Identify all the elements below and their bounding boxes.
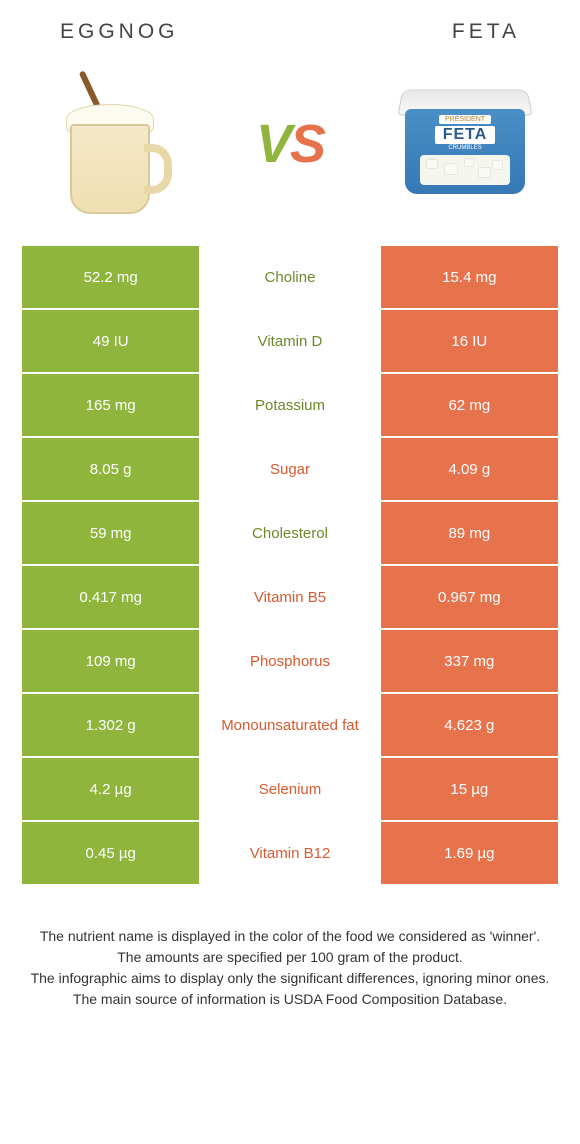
table-row: 109 mgPhosphorus337 mg (21, 629, 559, 693)
nutrient-label-cell: Sugar (200, 437, 379, 501)
table-row: 0.417 mgVitamin B50.967 mg (21, 565, 559, 629)
footer-line-2: The amounts are specified per 100 gram o… (30, 947, 550, 968)
right-food-title: FETA (452, 20, 520, 44)
vs-s-letter: S (290, 114, 324, 174)
table-row: 52.2 mgCholine15.4 mg (21, 245, 559, 309)
left-value-cell: 4.2 µg (21, 757, 200, 821)
nutrient-label-cell: Monounsaturated fat (200, 693, 379, 757)
header-row: EGGNOG FETA (0, 0, 580, 54)
footer-line-3: The infographic aims to display only the… (30, 968, 550, 989)
left-value-cell: 52.2 mg (21, 245, 200, 309)
table-row: 0.45 µgVitamin B121.69 µg (21, 821, 559, 885)
right-value-cell: 1.69 µg (380, 821, 559, 885)
nutrient-label-cell: Vitamin B5 (200, 565, 379, 629)
feta-image: PRÉSIDENT FETA CRUMBLES (380, 64, 550, 224)
right-value-cell: 15 µg (380, 757, 559, 821)
eggnog-image (30, 64, 200, 224)
feta-main-label: FETA (435, 126, 496, 144)
right-value-cell: 4.623 g (380, 693, 559, 757)
images-row: VS PRÉSIDENT FETA CRUMBLES (0, 54, 580, 244)
left-value-cell: 109 mg (21, 629, 200, 693)
nutrient-label-cell: Vitamin B12 (200, 821, 379, 885)
right-value-cell: 15.4 mg (380, 245, 559, 309)
vs-v-letter: V (256, 114, 290, 174)
left-value-cell: 0.45 µg (21, 821, 200, 885)
right-value-cell: 89 mg (380, 501, 559, 565)
left-value-cell: 1.302 g (21, 693, 200, 757)
nutrient-label-cell: Potassium (200, 373, 379, 437)
footer-line-4: The main source of information is USDA F… (30, 989, 550, 1010)
feta-window-icon (420, 155, 510, 185)
left-value-cell: 49 IU (21, 309, 200, 373)
left-value-cell: 8.05 g (21, 437, 200, 501)
nutrient-label-cell: Choline (200, 245, 379, 309)
mug-body-icon (70, 124, 150, 214)
table-row: 4.2 µgSelenium15 µg (21, 757, 559, 821)
mug-handle-icon (144, 144, 172, 194)
nutrient-label-cell: Cholesterol (200, 501, 379, 565)
table-row: 49 IUVitamin D16 IU (21, 309, 559, 373)
left-value-cell: 59 mg (21, 501, 200, 565)
feta-body-icon: PRÉSIDENT FETA CRUMBLES (405, 109, 525, 194)
left-value-cell: 0.417 mg (21, 565, 200, 629)
table-row: 59 mgCholesterol89 mg (21, 501, 559, 565)
footer-line-1: The nutrient name is displayed in the co… (30, 926, 550, 947)
right-value-cell: 337 mg (380, 629, 559, 693)
feta-brand-label: PRÉSIDENT (439, 115, 491, 124)
right-value-cell: 0.967 mg (380, 565, 559, 629)
left-value-cell: 165 mg (21, 373, 200, 437)
right-value-cell: 16 IU (380, 309, 559, 373)
footer-notes: The nutrient name is displayed in the co… (0, 886, 580, 1030)
feta-sub-label: CRUMBLES (448, 145, 481, 151)
comparison-table: 52.2 mgCholine15.4 mg49 IUVitamin D16 IU… (20, 244, 560, 886)
left-food-title: EGGNOG (60, 20, 179, 44)
nutrient-label-cell: Phosphorus (200, 629, 379, 693)
nutrient-label-cell: Vitamin D (200, 309, 379, 373)
vs-badge: VS (256, 113, 324, 175)
table-row: 8.05 gSugar4.09 g (21, 437, 559, 501)
table-row: 1.302 gMonounsaturated fat4.623 g (21, 693, 559, 757)
right-value-cell: 62 mg (380, 373, 559, 437)
right-value-cell: 4.09 g (380, 437, 559, 501)
nutrient-label-cell: Selenium (200, 757, 379, 821)
table-row: 165 mgPotassium62 mg (21, 373, 559, 437)
